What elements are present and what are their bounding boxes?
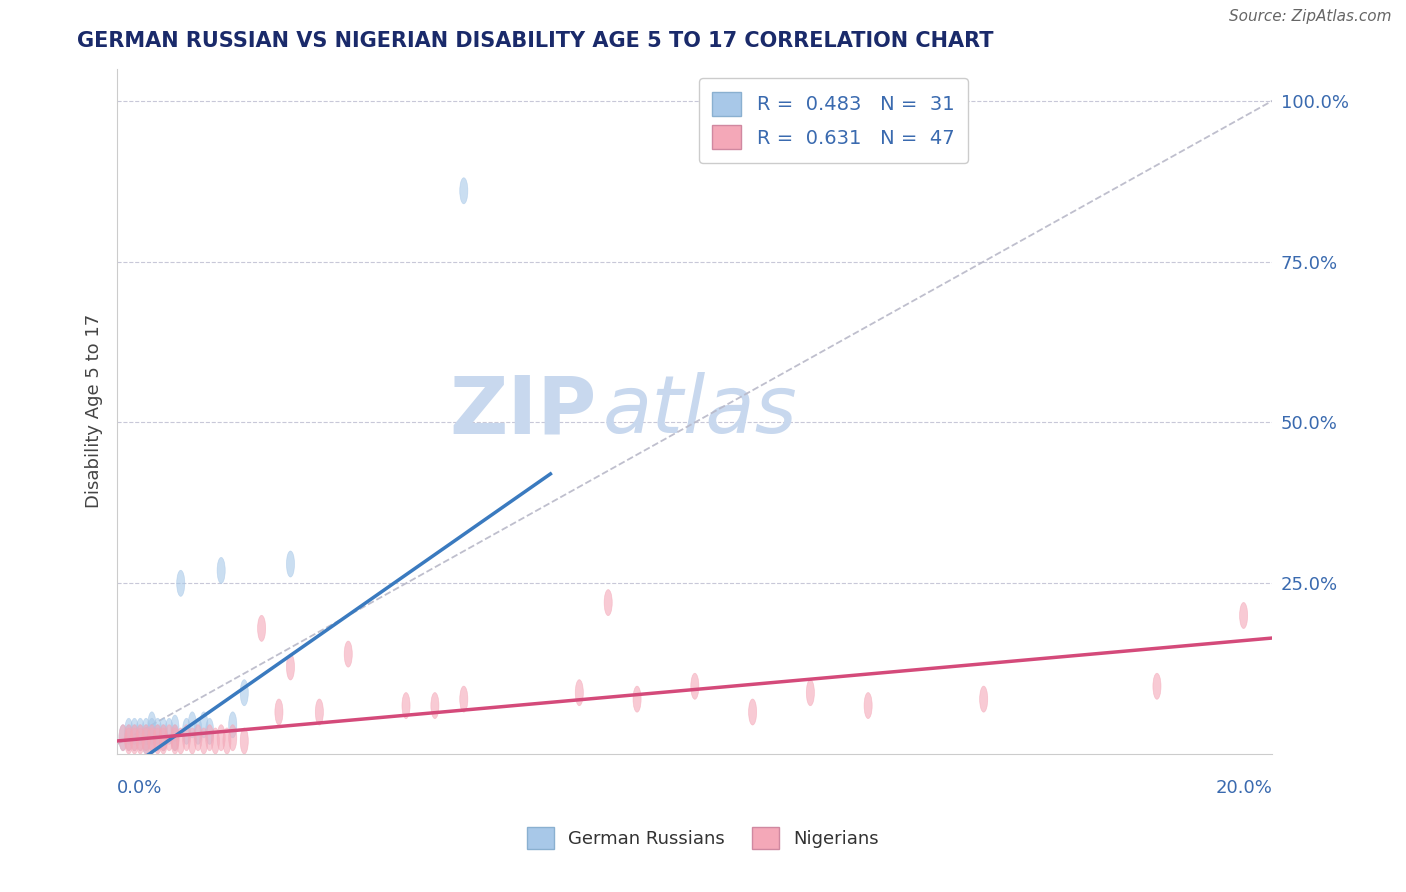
Ellipse shape <box>148 718 156 744</box>
Text: Source: ZipAtlas.com: Source: ZipAtlas.com <box>1229 9 1392 24</box>
Ellipse shape <box>142 728 150 754</box>
Ellipse shape <box>172 724 179 751</box>
Ellipse shape <box>131 728 139 754</box>
Ellipse shape <box>229 712 236 738</box>
Ellipse shape <box>865 692 872 719</box>
Ellipse shape <box>131 724 139 751</box>
Ellipse shape <box>120 724 127 751</box>
Ellipse shape <box>153 728 162 754</box>
Ellipse shape <box>136 718 145 744</box>
Ellipse shape <box>136 724 145 751</box>
Ellipse shape <box>276 699 283 725</box>
Ellipse shape <box>205 724 214 751</box>
Ellipse shape <box>200 728 208 754</box>
Ellipse shape <box>142 728 150 754</box>
Ellipse shape <box>315 699 323 725</box>
Ellipse shape <box>211 728 219 754</box>
Ellipse shape <box>217 558 225 583</box>
Text: GERMAN RUSSIAN VS NIGERIAN DISABILITY AGE 5 TO 17 CORRELATION CHART: GERMAN RUSSIAN VS NIGERIAN DISABILITY AG… <box>77 31 994 51</box>
Ellipse shape <box>205 718 214 744</box>
Ellipse shape <box>633 686 641 712</box>
Ellipse shape <box>148 712 156 738</box>
Ellipse shape <box>148 728 156 754</box>
Ellipse shape <box>460 178 468 203</box>
Ellipse shape <box>188 728 197 754</box>
Ellipse shape <box>142 724 150 751</box>
Ellipse shape <box>194 718 202 744</box>
Ellipse shape <box>125 718 132 744</box>
Ellipse shape <box>153 724 162 751</box>
Text: ZIP: ZIP <box>450 372 596 450</box>
Ellipse shape <box>344 641 353 667</box>
Text: atlas: atlas <box>602 372 797 450</box>
Ellipse shape <box>148 724 156 751</box>
Ellipse shape <box>980 686 987 712</box>
Ellipse shape <box>287 551 294 577</box>
Ellipse shape <box>177 570 184 597</box>
Ellipse shape <box>159 728 167 754</box>
Ellipse shape <box>153 718 162 744</box>
Ellipse shape <box>188 712 197 738</box>
Ellipse shape <box>240 728 249 754</box>
Ellipse shape <box>165 718 173 744</box>
Legend: German Russians, Nigerians: German Russians, Nigerians <box>520 820 886 856</box>
Ellipse shape <box>194 724 202 751</box>
Ellipse shape <box>605 590 612 615</box>
Ellipse shape <box>690 673 699 699</box>
Ellipse shape <box>125 724 132 751</box>
Ellipse shape <box>159 724 167 751</box>
Ellipse shape <box>142 718 150 744</box>
Text: 20.0%: 20.0% <box>1216 779 1272 797</box>
Ellipse shape <box>148 724 156 751</box>
Ellipse shape <box>165 724 173 751</box>
Ellipse shape <box>224 728 231 754</box>
Ellipse shape <box>136 728 145 754</box>
Ellipse shape <box>125 724 132 751</box>
Ellipse shape <box>217 724 225 751</box>
Ellipse shape <box>142 724 150 751</box>
Ellipse shape <box>153 724 162 751</box>
Ellipse shape <box>172 724 179 751</box>
Ellipse shape <box>125 728 132 754</box>
Ellipse shape <box>287 654 294 680</box>
Ellipse shape <box>159 718 167 744</box>
Ellipse shape <box>120 724 127 751</box>
Ellipse shape <box>200 712 208 738</box>
Ellipse shape <box>575 680 583 706</box>
Ellipse shape <box>460 686 468 712</box>
Ellipse shape <box>806 680 814 706</box>
Legend: R =  0.483   N =  31, R =  0.631   N =  47: R = 0.483 N = 31, R = 0.631 N = 47 <box>699 78 969 162</box>
Ellipse shape <box>183 718 191 744</box>
Ellipse shape <box>402 692 411 719</box>
Ellipse shape <box>257 615 266 641</box>
Ellipse shape <box>159 724 167 751</box>
Ellipse shape <box>748 699 756 725</box>
Ellipse shape <box>136 724 145 751</box>
Ellipse shape <box>229 724 236 751</box>
Ellipse shape <box>172 715 179 741</box>
Ellipse shape <box>131 724 139 751</box>
Ellipse shape <box>131 718 139 744</box>
Ellipse shape <box>172 728 179 754</box>
Ellipse shape <box>183 724 191 751</box>
Text: 0.0%: 0.0% <box>117 779 163 797</box>
Ellipse shape <box>430 692 439 719</box>
Ellipse shape <box>1153 673 1161 699</box>
Ellipse shape <box>1240 602 1247 629</box>
Y-axis label: Disability Age 5 to 17: Disability Age 5 to 17 <box>86 314 103 508</box>
Ellipse shape <box>177 728 184 754</box>
Ellipse shape <box>240 680 249 706</box>
